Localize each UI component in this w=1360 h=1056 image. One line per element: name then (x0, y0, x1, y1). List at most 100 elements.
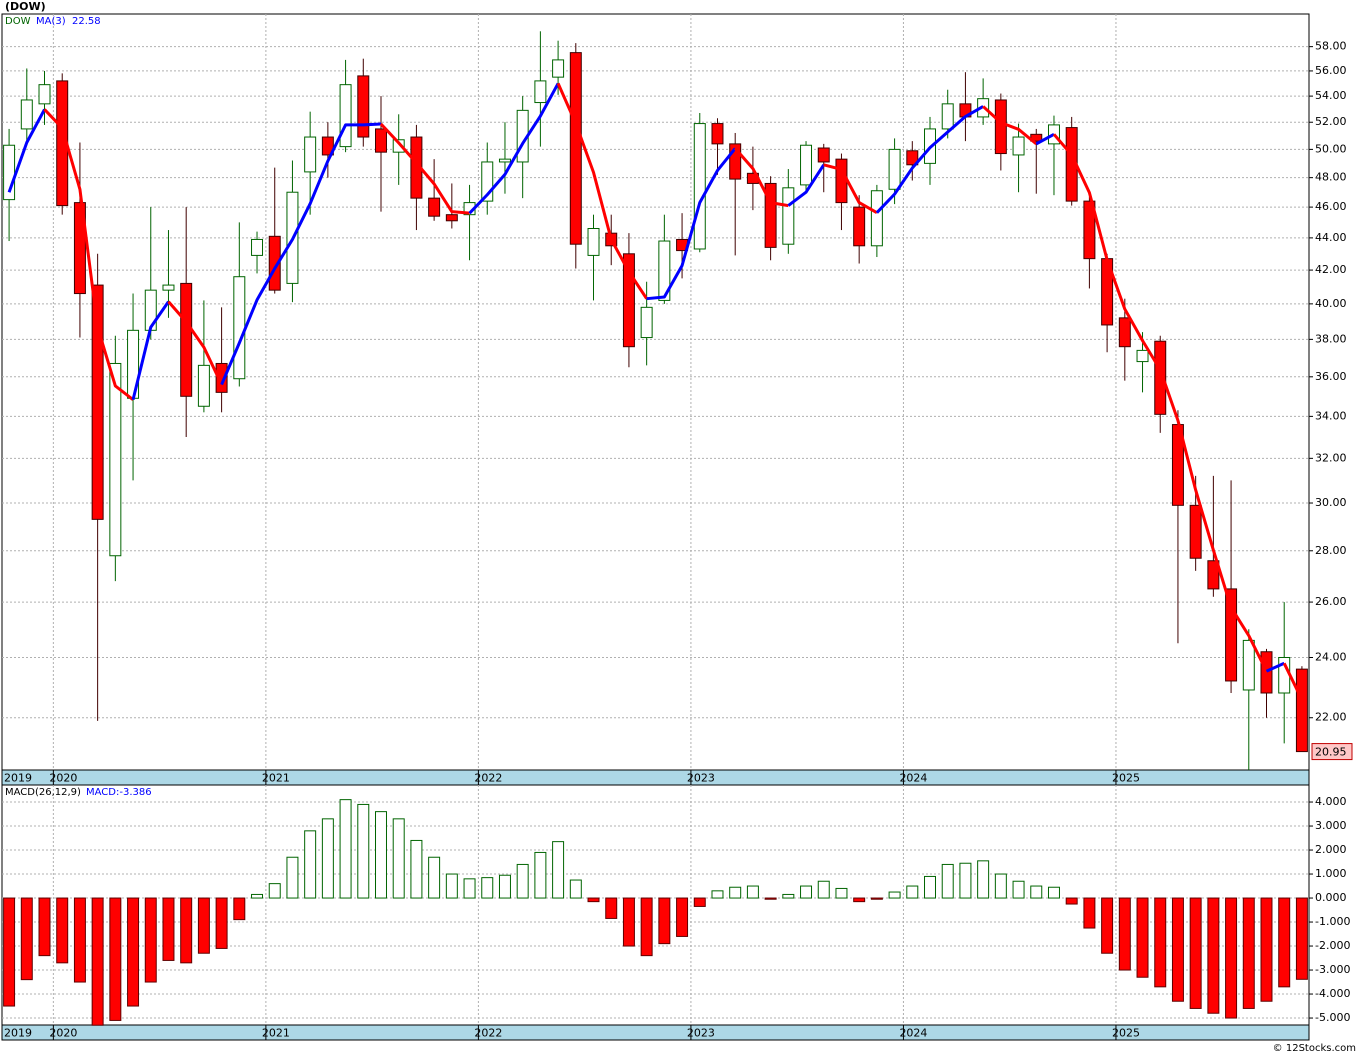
candle-body (729, 143, 742, 180)
candle-body (392, 139, 405, 153)
histogram-bar (924, 875, 936, 899)
histogram-bar (233, 897, 246, 921)
candle-body (73, 202, 86, 295)
x-tick-label: 2021 (262, 772, 290, 785)
x-tick-label: 2023 (687, 772, 715, 785)
histogram-bar (1242, 897, 1255, 1009)
y-tick-label: -2.000 (1315, 939, 1350, 952)
histogram-bar (109, 897, 122, 1021)
histogram-bar (304, 830, 317, 899)
x-tick-label: 2025 (1112, 1027, 1140, 1040)
chart-title: (DOW) (5, 0, 46, 13)
candle-body (197, 364, 210, 407)
ma-line (379, 122, 470, 215)
y-tick-label: 24.00 (1315, 650, 1347, 663)
candle-body (481, 161, 494, 202)
candle-body (534, 80, 547, 104)
histogram-bar (321, 818, 334, 899)
ma-line (220, 122, 382, 386)
x-tick-label: 2019 (4, 772, 32, 785)
candle-body (20, 99, 33, 130)
candle-body (622, 253, 635, 348)
y-tick-label: 3.000 (1315, 819, 1347, 832)
candle-body (304, 136, 317, 173)
histogram-bar (1171, 897, 1184, 1002)
ma-line (734, 147, 789, 208)
ma-line (787, 163, 826, 207)
histogram-bar (463, 878, 476, 899)
y-tick-label: 34.00 (1315, 409, 1347, 422)
candle-body (1083, 200, 1096, 260)
histogram-bar (73, 897, 86, 983)
histogram-bar (392, 818, 405, 899)
y-tick-label: 22.00 (1315, 711, 1347, 724)
y-tick-label: 30.00 (1315, 496, 1347, 509)
candle-body (835, 158, 848, 204)
histogram-bar (1260, 897, 1273, 1002)
y-tick-label: 52.00 (1315, 115, 1347, 128)
last-price-box (1311, 743, 1353, 761)
candle-body (693, 123, 706, 250)
histogram-bar (1047, 886, 1060, 899)
histogram-bar (1154, 897, 1167, 988)
candle-body (764, 182, 777, 248)
candle-body (251, 238, 264, 256)
histogram-bar (587, 897, 600, 903)
candle-body (1295, 668, 1308, 753)
histogram-bar (91, 897, 104, 1026)
candle-body (268, 235, 281, 291)
histogram-bar (800, 885, 813, 899)
y-tick-label: 54.00 (1315, 89, 1347, 102)
y-tick-label: 44.00 (1315, 231, 1347, 244)
histogram-bar (764, 897, 777, 900)
candle-body (445, 214, 458, 222)
candle-body (1154, 340, 1167, 415)
candle-body (180, 282, 193, 397)
y-tick-label: 0.000 (1315, 891, 1347, 904)
histogram-bar (1278, 897, 1291, 988)
ma-line (556, 82, 648, 300)
histogram-bar (1207, 897, 1220, 1014)
histogram-bar (144, 897, 157, 983)
histogram-bar (339, 799, 352, 899)
candle-body (428, 197, 441, 217)
histogram-bar (711, 890, 724, 899)
y-tick-label: -5.000 (1315, 1011, 1350, 1024)
candle-body (1118, 317, 1131, 348)
histogram-bar (817, 880, 830, 899)
y-tick-label: 48.00 (1315, 171, 1347, 184)
candle-body (1225, 588, 1238, 682)
y-tick-label: 32.00 (1315, 451, 1347, 464)
histogram-bar (782, 893, 795, 899)
histogram-bar (162, 897, 175, 961)
histogram-bar (941, 863, 954, 899)
histogram-bar (38, 897, 51, 957)
histogram-bar (552, 841, 565, 899)
candle-body (233, 276, 246, 380)
candle-body (853, 206, 866, 247)
candle-body (1189, 504, 1202, 559)
candle-body (1012, 136, 1025, 156)
candle-body (994, 99, 1007, 155)
y-tick-label: 36.00 (1315, 370, 1347, 383)
histogram-bar (3, 897, 16, 1007)
candle-body (498, 158, 511, 163)
y-tick-label: 42.00 (1315, 263, 1347, 276)
candle-body (658, 240, 671, 301)
ma-line (468, 82, 560, 215)
histogram-bar (959, 862, 972, 899)
x-tick-label: 2021 (262, 1027, 290, 1040)
x-tick-label: 2019 (4, 1027, 32, 1040)
candle-body (711, 123, 724, 145)
histogram-bar (1101, 897, 1114, 954)
candle-body (321, 136, 334, 156)
y-tick-label: 56.00 (1315, 64, 1347, 77)
histogram-bar (1083, 897, 1096, 929)
histogram-bar (977, 860, 990, 899)
y-tick-label: -1.000 (1315, 915, 1350, 928)
y-tick-label: -3.000 (1315, 963, 1350, 976)
y-tick-label: 50.00 (1315, 142, 1347, 155)
ma-line (646, 147, 737, 301)
y-tick-label: 40.00 (1315, 297, 1347, 310)
